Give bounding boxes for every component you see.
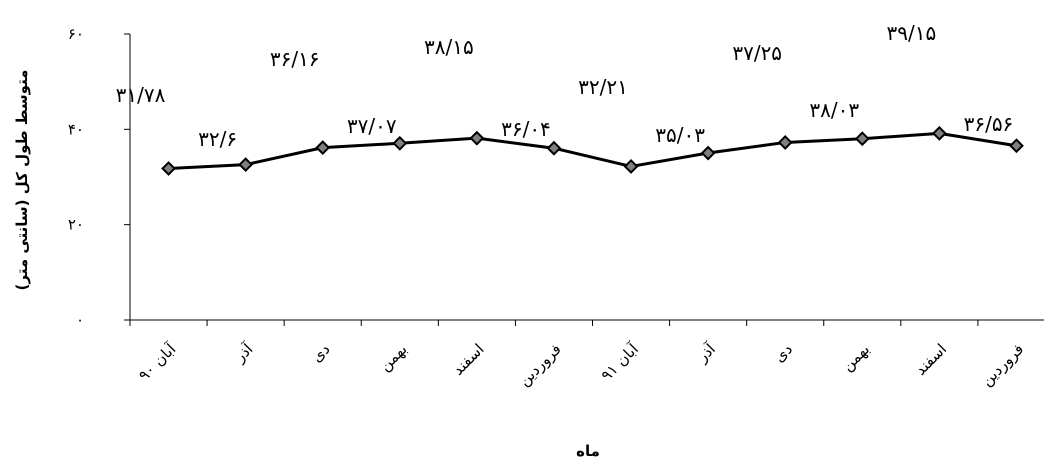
x-tick-label: دی [770,340,796,366]
y-axis-ticks: ۰ ۲۰ ۴۰ ۶۰ [68,25,130,329]
data-point [700,145,716,161]
x-tick-label: فروردین [978,340,1028,390]
x-tick-label: فروردین [515,340,565,390]
data-label: ۳۲/۶ [198,127,237,151]
data-point [546,140,562,156]
x-tick-label: آذر [230,340,257,367]
data-point [469,130,485,146]
data-label: ۳۷/۰۷ [347,114,397,138]
data-label: ۳۸/۱۵ [424,35,474,59]
x-tick-label: اسفند [912,340,951,379]
data-label: ۳۶/۵۶ [964,112,1014,136]
x-tick-label: بهمن [376,340,411,375]
y-tick-label: ۰ [76,311,84,329]
data-point [777,135,793,150]
y-tick-label: ۴۰ [68,120,84,138]
y-tick-label: ۲۰ [68,216,84,234]
x-tick-label: آذر [693,340,720,367]
data-point [854,131,870,147]
data-label: ۳۷/۲۵ [732,41,782,65]
data-point [623,159,639,174]
x-tick-label: اسفند [449,340,488,379]
x-axis-title: ماه [576,442,600,460]
data-point [315,140,331,156]
data-labels: ۳۱/۷۸ ۳۲/۶ ۳۶/۱۶ ۳۷/۰۷ ۳۸/۱۵ ۳۶/۰۴ ۳۲/۲۱ ۳۵/۰۳ ۳… [116,21,1014,151]
data-point [238,157,254,173]
data-label: ۳۱/۷۸ [116,83,166,107]
data-label: ۳۹/۱۵ [887,21,937,45]
x-tick-label: آبان ۹۰ [135,340,180,385]
y-tick-label: ۶۰ [68,25,84,43]
series-line [168,131,1017,171]
plot-area [161,125,1024,176]
data-point [161,161,176,176]
x-tick-label: بهمن [838,340,873,375]
x-tick-label: آبان ۹۱ [597,340,642,385]
data-label: ۳۲/۲۱ [578,75,628,99]
data-label: ۳۶/۰۴ [501,117,551,141]
data-label: ۳۶/۱۶ [270,47,320,71]
data-point [1009,138,1024,154]
y-axis-title: متوسط طول کل (سانتی متر) [13,70,31,291]
data-label: ۳۵/۰۳ [655,123,705,147]
data-point [392,135,408,151]
axes [129,34,1044,321]
x-axis-ticks: آبان ۹۰ آذر دی بهمن اسفند فروردین آبان ۹۱ آذر دی… [129,320,1028,390]
data-point [931,125,947,141]
data-label: ۳۸/۰۳ [809,98,859,122]
x-tick-label: دی [308,340,334,366]
